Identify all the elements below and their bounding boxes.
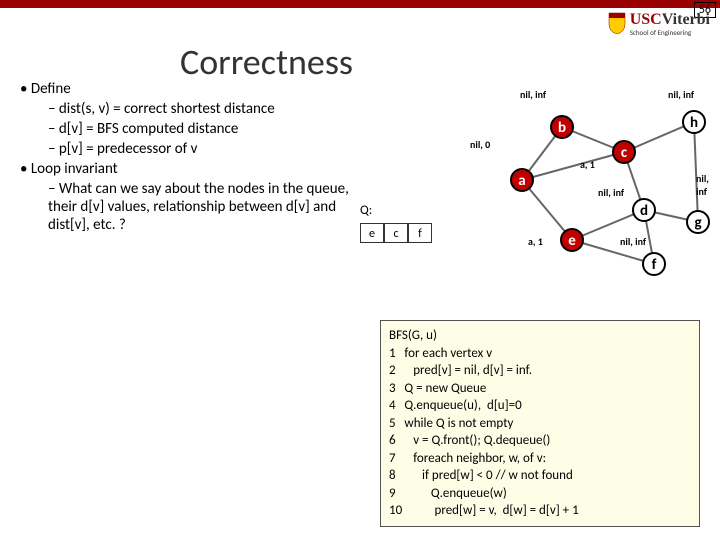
graph-node-label-g: nil, inf <box>696 172 720 198</box>
logo-viterbi: Viterbi <box>662 11 710 28</box>
red-bar <box>0 0 720 8</box>
logo-usc: USC <box>630 11 662 28</box>
bullet-loopinv-q: What can we say about the nodes in the q… <box>48 180 360 234</box>
graph-node-label-h: nil, inf <box>668 88 694 101</box>
graph-node-label-e: a, 1 <box>528 235 543 248</box>
code-line: 2 pred[v] = nil, d[v] = inf. <box>389 362 691 380</box>
queue-label: Q: <box>360 203 372 218</box>
code-line: 9 Q.enqueue(w) <box>389 485 691 503</box>
graph-node-a: a <box>510 168 534 192</box>
graph-node-b: b <box>550 115 574 139</box>
logo: USCViterbi School of Engineering <box>608 10 710 36</box>
shield-icon <box>608 12 626 34</box>
graph: a nil, 0 b nil, inf c a, 1 d nil, inf e a, 1 f nil,… <box>420 80 720 280</box>
logo-subtitle: School of Engineering <box>630 29 710 36</box>
graph-node-f: f <box>642 252 666 276</box>
code-line: 5 while Q is not empty <box>389 415 691 433</box>
graph-node-label-d: nil, inf <box>598 186 624 199</box>
code-line: 10 pred[w] = v, d[w] = d[v] + 1 <box>389 502 691 520</box>
queue-cell: c <box>384 223 408 243</box>
code-line: 1 for each vertex v <box>389 345 691 363</box>
graph-node-label-c: a, 1 <box>580 158 595 171</box>
graph-node-d: d <box>632 198 656 222</box>
graph-node-c: c <box>612 140 636 164</box>
graph-node-label-a: nil, 0 <box>470 138 490 151</box>
bullet-dist: dist(s, v) = correct shortest distance <box>48 100 360 118</box>
bullet-pv: p[v] = predecessor of v <box>48 140 360 158</box>
graph-node-h: h <box>682 110 706 134</box>
page-title: Correctness <box>180 40 353 84</box>
queue-cell: e <box>360 223 384 243</box>
code-line: 4 Q.enqueue(u), d[u]=0 <box>389 397 691 415</box>
graph-node-label-f: nil, inf <box>620 235 646 248</box>
code-line: BFS(G, u) <box>389 327 691 345</box>
bullet-dv: d[v] = BFS computed distance <box>48 120 360 138</box>
graph-node-label-b: nil, inf <box>520 88 546 101</box>
graph-node-g: g <box>686 210 710 234</box>
bullet-loopinv: Loop invariant <box>20 160 360 178</box>
code-line: 8 if pred[w] < 0 // w not found <box>389 467 691 485</box>
code-line: 7 foreach neighbor, w, of v: <box>389 450 691 468</box>
code-line: 6 v = Q.front(); Q.dequeue() <box>389 432 691 450</box>
header: 56 USCViterbi School of Engineering <box>0 0 720 44</box>
graph-node-e: e <box>560 228 584 252</box>
code-box: BFS(G, u)1 for each vertex v2 pred[v] = … <box>380 320 700 527</box>
bullet-define: Define <box>20 80 360 98</box>
content: Define dist(s, v) = correct shortest dis… <box>20 80 360 236</box>
code-line: 3 Q = new Queue <box>389 380 691 398</box>
